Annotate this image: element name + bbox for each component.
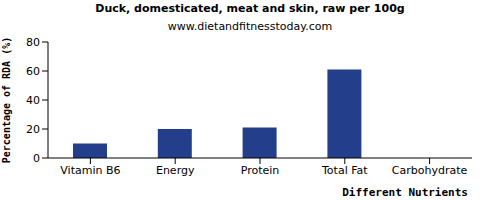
html-text:www.dietandfitnesstoday.com: www.dietandfitnesstoday.com: [167, 20, 333, 33]
svg-text:80: 80: [26, 36, 40, 49]
html-text:Duck, domesticated, meat and s: Duck, domesticated, meat and skin, raw p…: [95, 2, 405, 15]
svg-text:Protein: Protein: [241, 164, 280, 177]
svg-text:40: 40: [26, 94, 40, 107]
svg-text:20: 20: [26, 123, 40, 136]
svg-text:Total Fat: Total Fat: [321, 164, 368, 177]
svg-text:Percentage of RDA (%): Percentage of RDA (%): [8, 37, 12, 163]
svg-text:Carbohydrate: Carbohydrate: [392, 164, 468, 177]
svg-text:0: 0: [33, 152, 40, 165]
svg-text:Vitamin B6: Vitamin B6: [60, 164, 120, 177]
svg-text:60: 60: [26, 65, 40, 78]
svg-text:Different Nutrients: Different Nutrients: [342, 186, 468, 199]
svg-text:Energy: Energy: [156, 164, 195, 177]
